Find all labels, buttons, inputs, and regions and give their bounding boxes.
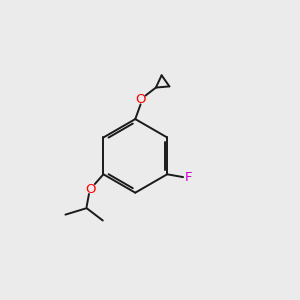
Text: O: O	[85, 182, 95, 196]
Text: F: F	[184, 172, 192, 184]
Text: O: O	[135, 93, 146, 106]
